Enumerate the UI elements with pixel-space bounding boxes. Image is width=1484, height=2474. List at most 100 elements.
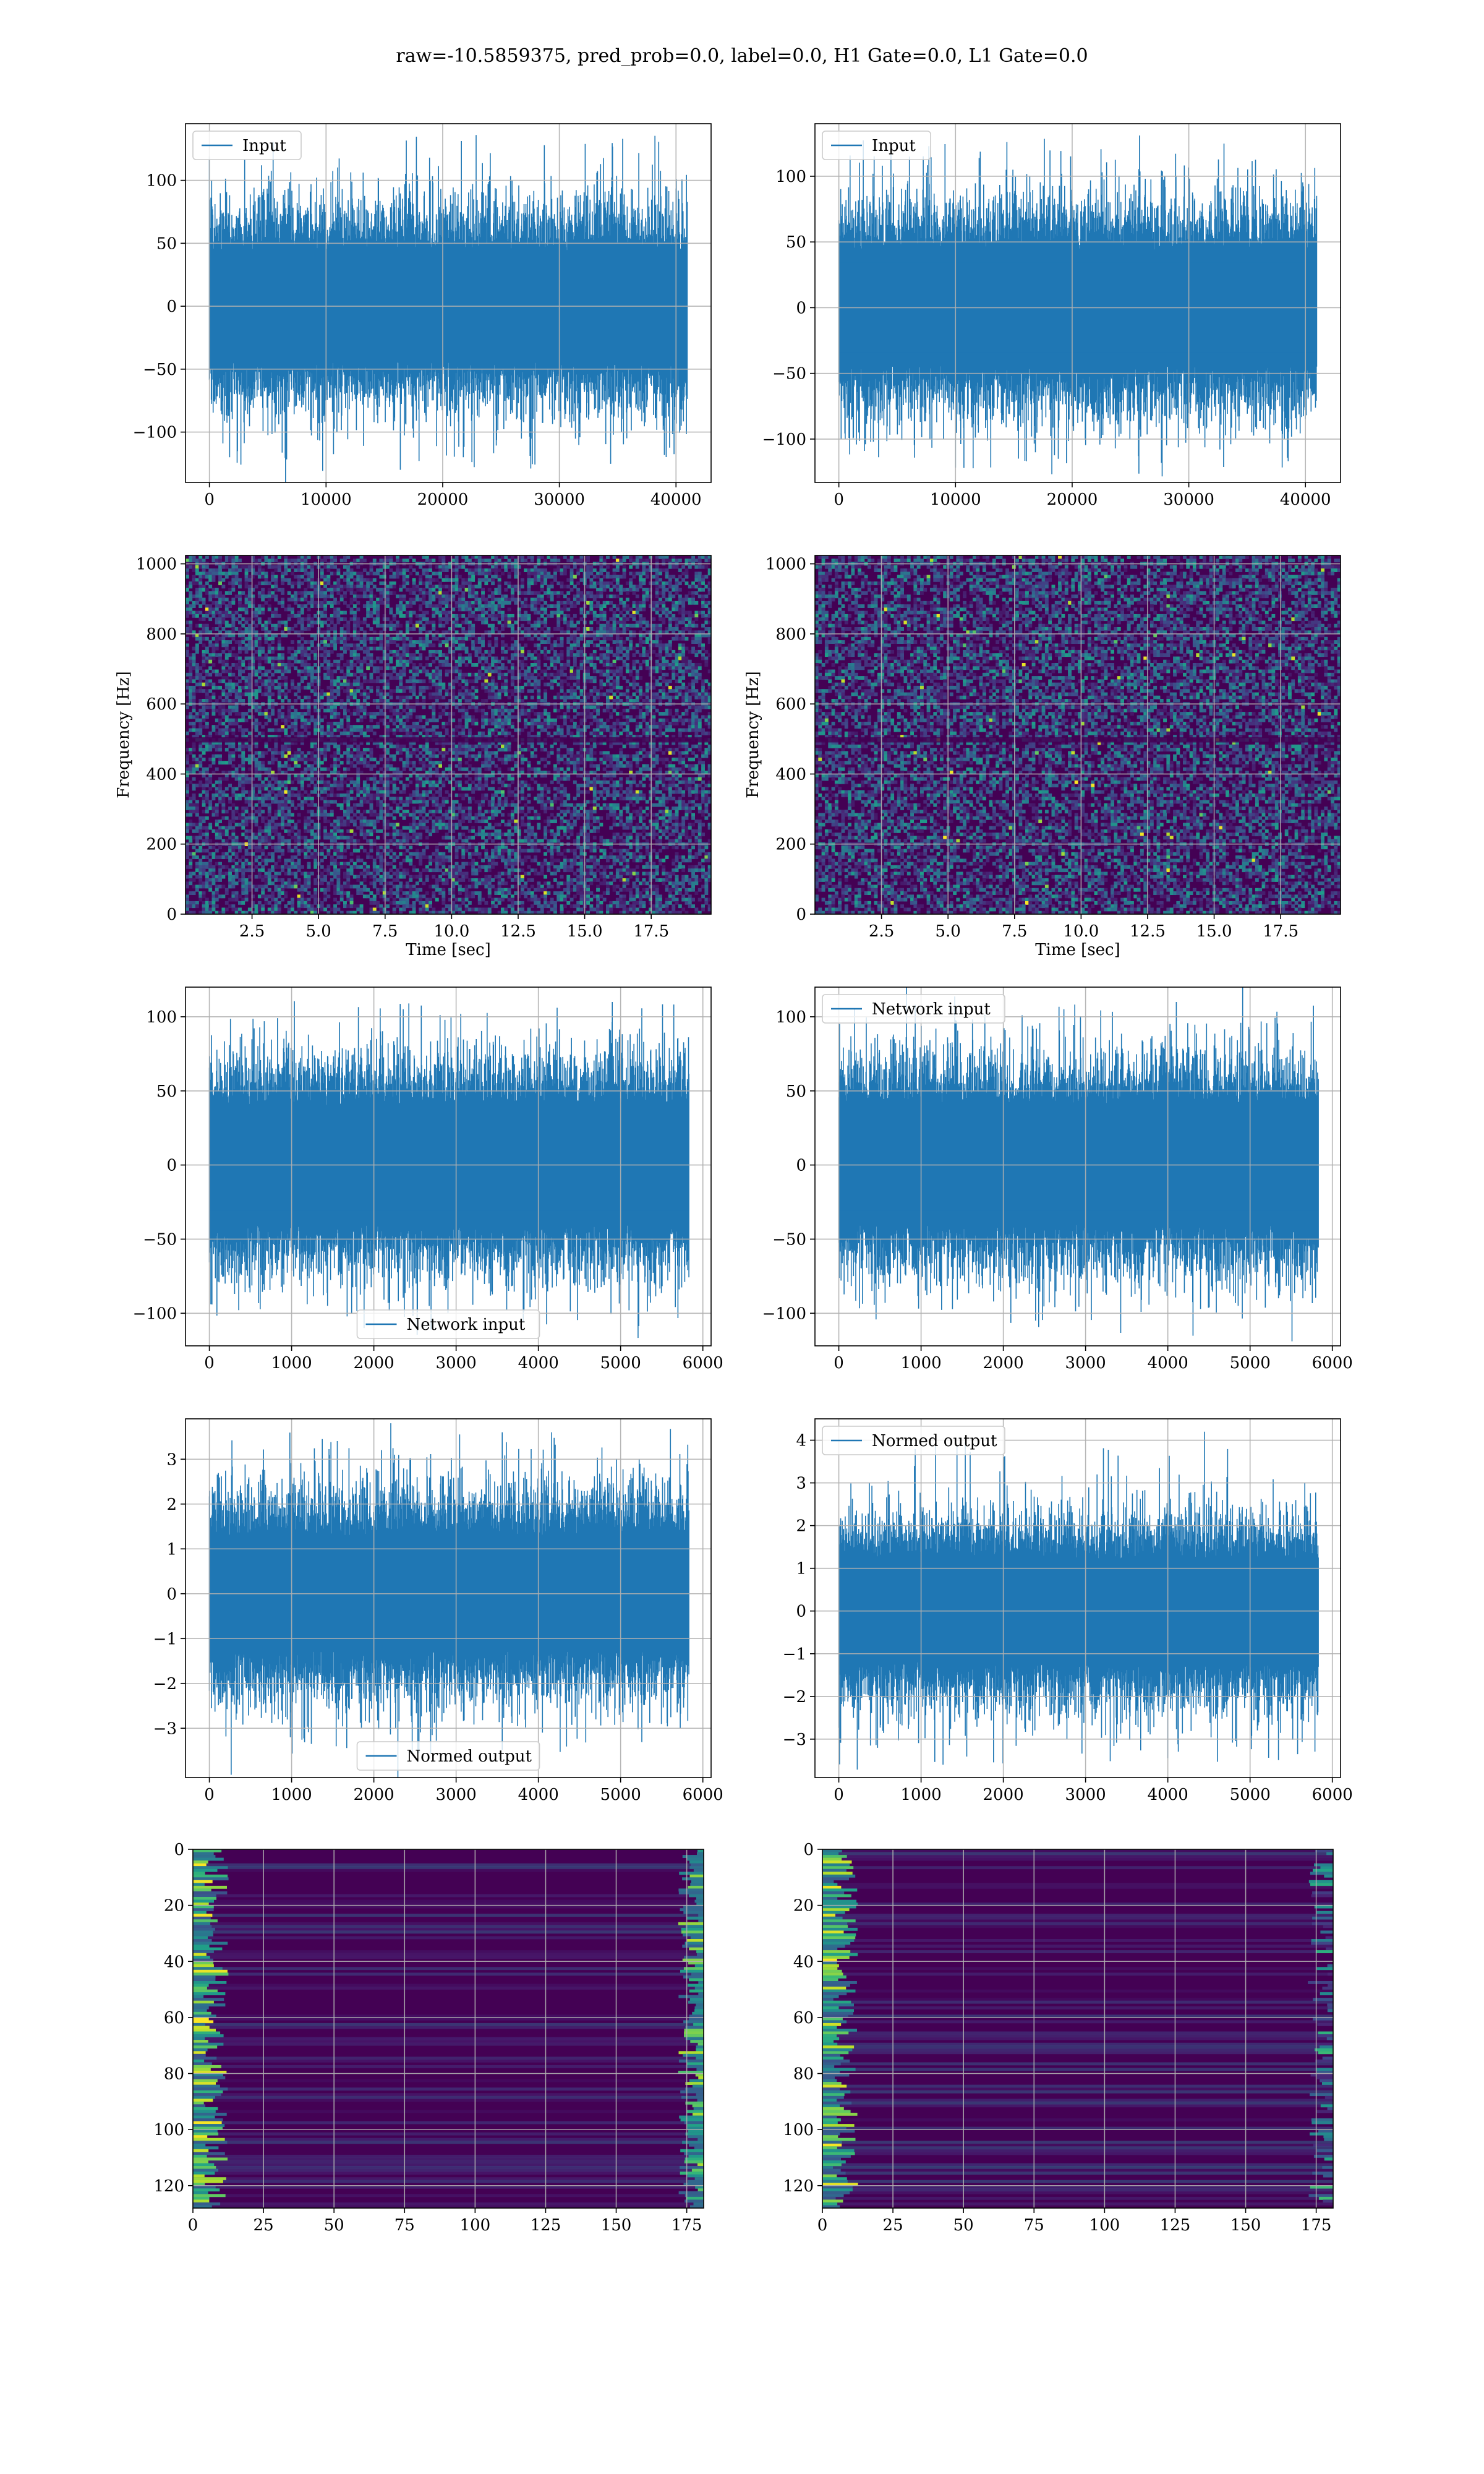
x-axis-label: Time [sec]: [1035, 941, 1120, 959]
x-tick-label: 75: [394, 2216, 415, 2235]
y-axis-label: Frequency [Hz]: [114, 671, 133, 798]
legend-box: [822, 131, 931, 160]
legend: Network input: [356, 1309, 540, 1339]
x-tick-label: 50: [324, 2216, 344, 2235]
plot-area: [838, 987, 1319, 1342]
legend-box: [822, 1426, 1005, 1455]
chart-spectrogram-l1: 2.5 5.0 7.5 10.0 12.5 15.0 17.5 0 200 400 600 800 10…: [744, 555, 1341, 959]
y-tick-label: −2: [783, 1688, 806, 1706]
x-tick-label: 20000: [1047, 490, 1098, 509]
chart-activations-h1: 0 25 50 75 100 125 150 175 0 20 40 60 80 100 120: [153, 1841, 704, 2235]
y-tick-label: 200: [146, 836, 177, 854]
x-tick-label: 175: [1301, 2216, 1332, 2235]
chart-spectrogram-h1: 2.5 5.0 7.5 10.0 12.5 15.0 17.5 0 200 400 600 800 10…: [114, 555, 712, 959]
figure-suptitle: raw=-10.5859375, pred_prob=0.0, label=0.…: [396, 45, 1088, 67]
x-tick-label: 12.5: [1130, 922, 1166, 941]
x-tick-label: 7.5: [1002, 922, 1027, 941]
y-tick-label: 400: [775, 765, 806, 784]
x-tick-label: 150: [1230, 2216, 1261, 2235]
axes-frame: [185, 123, 712, 483]
x-tick-label: 50: [953, 2216, 974, 2235]
y-tick-label: 100: [153, 2121, 184, 2139]
y-tick-label: 60: [793, 2009, 814, 2027]
x-tick-label: 150: [601, 2216, 632, 2235]
y-tick-label: 100: [775, 1008, 806, 1027]
y-tick-label: −50: [772, 365, 806, 383]
x-tick-label: 10.0: [1063, 922, 1099, 941]
y-tick-label: 2: [166, 1496, 177, 1514]
x-tick-label: 3000: [1065, 1354, 1106, 1372]
y-tick-label: 400: [146, 765, 177, 784]
y-tick-label: 800: [146, 625, 177, 644]
legend-box: [822, 994, 1005, 1024]
gridlines: [186, 987, 711, 1346]
y-tick-label: 1000: [136, 555, 177, 574]
x-tick-label: 2.5: [869, 922, 894, 941]
x-tick-label: 2000: [983, 1786, 1024, 1804]
x-tick-label: 5000: [600, 1354, 641, 1372]
y-tick-label: 0: [166, 1157, 177, 1175]
y-tick-label: 60: [164, 2009, 184, 2027]
axes-frame: [822, 1849, 1334, 2209]
y-tick-label: 50: [156, 1082, 177, 1101]
x-tick-label: 7.5: [372, 922, 398, 941]
x-tick-label: 17.5: [633, 922, 669, 941]
y-tick-label: −100: [133, 1304, 177, 1323]
x-tick-label: 3000: [1065, 1786, 1106, 1804]
legend-label: Network input: [407, 1316, 526, 1334]
x-tick-label: 3000: [436, 1786, 477, 1804]
x-tick-label: 0: [834, 1354, 844, 1372]
y-tick-label: 600: [775, 695, 806, 714]
y-tick-label: 600: [146, 695, 177, 714]
y-tick-label: −100: [762, 430, 806, 449]
heatmap-band: [815, 737, 1341, 743]
y-axis-label: Frequency [Hz]: [744, 671, 762, 798]
x-tick-label: 17.5: [1263, 922, 1298, 941]
x-tick-label: 10.0: [433, 922, 469, 941]
x-tick-label: 5000: [1230, 1354, 1271, 1372]
x-tick-label: 5000: [600, 1786, 641, 1804]
legend: Normed output: [822, 1426, 1005, 1455]
axes-frame: [185, 1418, 712, 1778]
heatmap-cells: [193, 1849, 704, 2208]
x-tick-label: 4000: [1148, 1354, 1188, 1372]
x-tick-label: 2.5: [239, 922, 265, 941]
x-tick-label: 0: [188, 2216, 198, 2235]
y-tick-label: 0: [166, 905, 177, 924]
legend-label: Normed output: [407, 1747, 532, 1766]
y-tick-label: 50: [786, 233, 806, 252]
y-tick-label: 100: [783, 2121, 814, 2139]
gridlines: [186, 1419, 711, 1778]
y-tick-label: 40: [164, 1953, 184, 1971]
y-tick-label: 3: [166, 1450, 177, 1469]
x-tick-label: 2000: [354, 1786, 394, 1804]
plot-area: [838, 1431, 1319, 1770]
x-tick-label: 6000: [683, 1354, 723, 1372]
y-tick-label: 2: [796, 1517, 806, 1536]
x-tick-label: 100: [460, 2216, 491, 2235]
axes-frame: [185, 555, 712, 915]
y-tick-label: −3: [783, 1731, 806, 1749]
y-tick-label: −3: [153, 1719, 177, 1738]
x-tick-label: 0: [834, 1786, 844, 1804]
chart-input-h1: 0 10000 20000 30000 40000 −100 −50 0 50 100 Input: [133, 123, 712, 509]
gridlines: [815, 1419, 1341, 1778]
x-tick-label: 30000: [534, 490, 585, 509]
x-tick-label: 10000: [930, 490, 981, 509]
plot-area: [208, 1423, 689, 1778]
x-tick-label: 30000: [1163, 490, 1214, 509]
x-tick-label: 5.0: [936, 922, 961, 941]
y-tick-label: 100: [146, 172, 177, 190]
y-tick-label: 20: [793, 1897, 814, 1915]
y-tick-label: −50: [772, 1230, 806, 1249]
x-tick-label: 12.5: [500, 922, 536, 941]
x-tick-label: 15.0: [1196, 922, 1232, 941]
plot-area: [193, 1849, 704, 2208]
chart-normed-output-h1: 0 1000 2000 3000 4000 5000 6000 −3 −2 −1 0 1 2 3 Norme…: [153, 1418, 723, 1804]
y-tick-label: 0: [166, 297, 177, 316]
chart-network-input-l1: 0 1000 2000 3000 4000 5000 6000 −100 −50 0 50 100 Ne…: [762, 987, 1353, 1372]
y-tick-label: 120: [783, 2177, 814, 2196]
y-tick-label: 3: [796, 1475, 806, 1493]
x-tick-label: 1000: [901, 1354, 942, 1372]
y-tick-label: 4: [796, 1432, 806, 1450]
